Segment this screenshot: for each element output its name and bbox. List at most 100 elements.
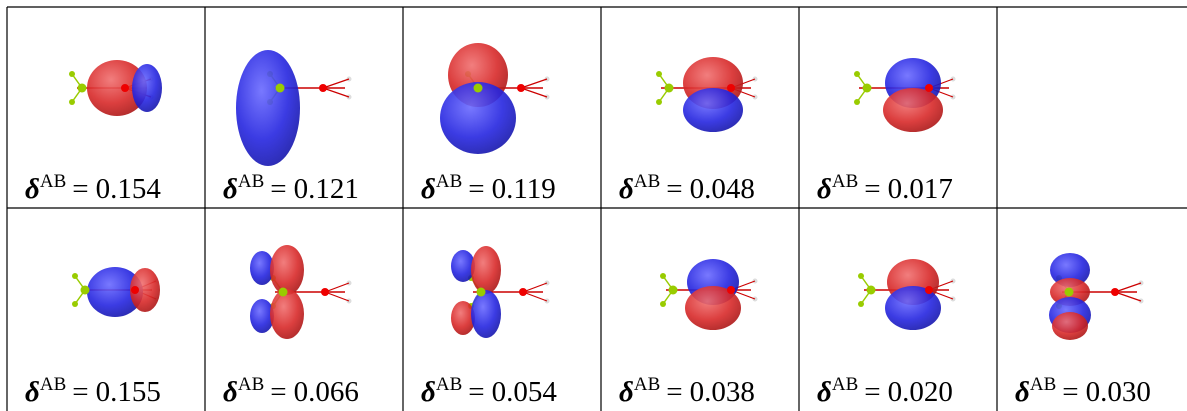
superscript: AB xyxy=(238,374,264,395)
orbital-lobe xyxy=(683,88,743,132)
value: 0.048 xyxy=(690,173,755,205)
orbital-lobe xyxy=(270,289,304,339)
delta-label: δAB =0.020 xyxy=(817,374,953,408)
orbital-lobe xyxy=(885,286,941,330)
atom xyxy=(69,71,75,77)
atom xyxy=(279,288,288,297)
relation: = xyxy=(666,376,682,408)
delta-label: δAB =0.054 xyxy=(421,374,557,408)
delta-label: δAB=0.066 xyxy=(223,374,359,408)
atom xyxy=(121,84,129,92)
atom xyxy=(321,288,329,296)
atom xyxy=(727,84,735,92)
atom xyxy=(477,288,486,297)
delta-label: δAB=0.121 xyxy=(223,171,359,205)
relation: = xyxy=(468,376,484,408)
value: 0.119 xyxy=(492,173,556,205)
atom xyxy=(474,84,483,93)
value: 0.054 xyxy=(492,376,558,408)
orbital-lobe xyxy=(1052,312,1088,340)
bond xyxy=(323,88,349,97)
cell: δAB =0.020 xyxy=(817,259,956,408)
cell: δAB =0.054 xyxy=(421,246,557,408)
relation: = xyxy=(666,173,682,205)
bond xyxy=(1115,283,1141,292)
cell: δAB=0.121 xyxy=(223,50,359,205)
superscript: AB xyxy=(1030,374,1056,395)
atom xyxy=(72,301,78,307)
superscript: AB xyxy=(634,171,660,192)
atom xyxy=(656,99,662,105)
value: 0.017 xyxy=(888,173,953,205)
orbital-lobe xyxy=(440,82,516,154)
delta-label: δAB =0.155 xyxy=(25,374,161,408)
symbol: δ xyxy=(421,376,436,408)
atom xyxy=(519,288,527,296)
atom xyxy=(727,286,735,294)
orbital-lobe xyxy=(236,50,300,166)
value: 0.030 xyxy=(1086,376,1151,408)
atom xyxy=(1111,288,1119,296)
atom xyxy=(78,84,87,93)
relation: = xyxy=(468,173,484,205)
symbol: δ xyxy=(619,173,634,205)
superscript: AB xyxy=(436,171,462,192)
superscript: AB xyxy=(40,171,66,192)
atom xyxy=(858,273,864,279)
atom xyxy=(665,84,674,93)
symbol: δ xyxy=(25,376,40,408)
delta-label: δAB=0.154 xyxy=(25,171,161,205)
atom xyxy=(863,84,872,93)
page: {"table": {"rows": [ [{"symbol": "δ", "s… xyxy=(0,0,1187,411)
atom xyxy=(660,273,666,279)
atom xyxy=(854,99,860,105)
orbital-table: δAB=0.154δAB=0.121δAB=0.119δAB=0.048δAB=… xyxy=(0,0,1187,411)
value: 0.155 xyxy=(96,376,161,408)
superscript: AB xyxy=(40,374,66,395)
bond xyxy=(521,88,547,97)
atom xyxy=(669,286,678,295)
symbol: δ xyxy=(223,173,238,205)
orbital-lobe xyxy=(132,64,162,112)
superscript: AB xyxy=(238,171,264,192)
cell: δAB=0.119 xyxy=(421,43,556,205)
delta-label: δAB=0.017 xyxy=(817,171,953,205)
symbol: δ xyxy=(817,376,832,408)
superscript: AB xyxy=(634,374,660,395)
atom xyxy=(517,84,525,92)
relation: = xyxy=(270,376,286,408)
cell: δAB=0.030 xyxy=(1015,253,1151,408)
relation: = xyxy=(864,173,880,205)
cell: δAB=0.066 xyxy=(223,245,359,408)
delta-label: δAB=0.030 xyxy=(1015,374,1151,408)
orbital-lobe xyxy=(471,290,501,338)
value: 0.066 xyxy=(294,376,359,408)
atom xyxy=(276,84,285,93)
cell: δAB =0.155 xyxy=(25,267,161,408)
relation: = xyxy=(270,173,286,205)
symbol: δ xyxy=(25,173,40,205)
bond xyxy=(1115,292,1141,301)
atom xyxy=(867,286,876,295)
orbital-lobe xyxy=(883,88,943,132)
cell: δAB =0.048 xyxy=(619,57,758,205)
delta-label: δAB =0.048 xyxy=(619,171,755,205)
atom xyxy=(925,286,933,294)
value: 0.154 xyxy=(96,173,162,205)
value: 0.020 xyxy=(888,376,953,408)
orbital-lobe xyxy=(270,245,304,295)
superscript: AB xyxy=(436,374,462,395)
cell: δAB=0.017 xyxy=(817,58,956,205)
delta-label: δAB=0.119 xyxy=(421,171,556,205)
atom xyxy=(1065,288,1074,297)
atom xyxy=(81,286,90,295)
superscript: AB xyxy=(832,374,858,395)
symbol: δ xyxy=(1015,376,1030,408)
cell: δAB=0.038 xyxy=(619,259,758,408)
relation: = xyxy=(864,376,880,408)
relation: = xyxy=(72,376,88,408)
superscript: AB xyxy=(832,171,858,192)
bond xyxy=(521,79,547,88)
bond xyxy=(323,79,349,88)
cell: δAB=0.154 xyxy=(25,60,162,205)
